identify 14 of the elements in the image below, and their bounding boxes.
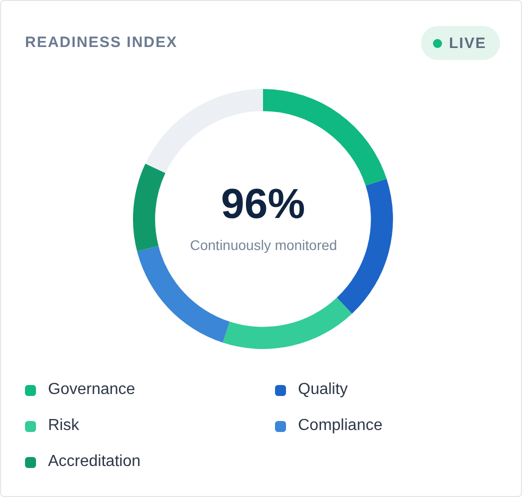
chart-title: READINESS INDEX bbox=[25, 34, 178, 51]
legend-label: Accreditation bbox=[48, 453, 140, 471]
donut-slice bbox=[263, 89, 387, 186]
donut-slice bbox=[222, 298, 352, 349]
legend-label: Compliance bbox=[298, 417, 382, 435]
text: 96% bbox=[221, 180, 306, 227]
legend-label: Risk bbox=[48, 417, 80, 435]
legend-label: Governance bbox=[48, 381, 136, 399]
donut-slice bbox=[336, 178, 393, 314]
text: Continuously monitored bbox=[190, 237, 338, 253]
donut-slice bbox=[133, 164, 166, 252]
text: LIVE bbox=[449, 34, 486, 52]
donut-slice bbox=[145, 89, 263, 174]
legend-label: Quality bbox=[298, 381, 348, 399]
